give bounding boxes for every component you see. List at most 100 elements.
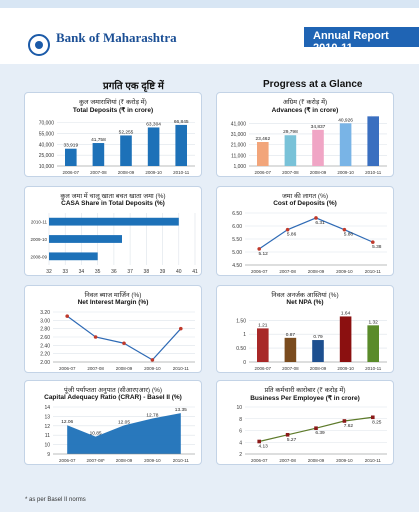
x-tick-label: 2007-08: [279, 269, 296, 274]
data-label: 41,758: [91, 137, 106, 143]
bar: [284, 337, 297, 362]
chart-advances: 1,000 11,000 21,000 31,000 41,000 2006-07 23,4…: [231, 115, 387, 175]
chart-panel-cost: जमा की लागत (%) Cost of Deposits (%) 4.5…: [216, 186, 394, 276]
x-tick-label: 2006-07: [255, 170, 272, 175]
chart-cost: 4.50 5.00 5.50 6.00 6.50 2006-07 5.12 2007-08 5.…: [232, 211, 387, 274]
data-label: 1.32: [369, 319, 379, 325]
data-label: 4.13: [259, 443, 269, 449]
y-tick-label: 5.50: [232, 237, 242, 243]
x-tick-label: 2009-10: [144, 366, 161, 371]
bar: [284, 135, 297, 166]
y-tick-label: 6.50: [232, 211, 242, 217]
data-point: [150, 358, 155, 362]
x-tick-label: 33: [62, 269, 68, 275]
x-tick-label: 2006-07: [251, 269, 268, 274]
x-tick-label: 2010-11: [365, 269, 382, 274]
y-tick-label: 2008-09: [30, 254, 47, 259]
data-label: 12.78: [146, 412, 158, 418]
data-label: 33,919: [63, 143, 78, 149]
data-point: [257, 439, 261, 444]
data-point: [314, 216, 318, 220]
x-tick-label: 2008-09: [118, 170, 135, 175]
y-tick-label: 6: [239, 429, 242, 435]
chart-crar: 9 10 11 12 13 14 2006-07 12.06 2007-08* 10.85 2008…: [44, 405, 195, 463]
data-label: 5.86: [287, 232, 297, 238]
x-tick-label: 40: [176, 269, 182, 275]
data-point: [285, 227, 290, 232]
footnote: * as per Basel II norms: [25, 497, 86, 503]
chart-title-hindi: पूंजी पर्याप्तता अनुपात (सीआरएआर) (%): [63, 387, 163, 394]
chart-panel-bpe: प्रति कर्मचारी कारोबार (₹ करोड़ में) Bus…: [216, 380, 394, 465]
x-tick-label: 2006-07: [255, 366, 272, 371]
y-tick-label: 10: [236, 405, 242, 411]
y-tick-label: 9: [47, 452, 50, 458]
x-tick-label: 2006-07: [59, 458, 76, 463]
chart-npa: 0 0.50 1 1.50 2006-07 1.21 2007-08 0.87 2008-09 0…: [236, 310, 387, 371]
x-tick-label: 2006-07: [63, 170, 80, 175]
data-point: [65, 314, 69, 318]
x-tick-label: 2009-10: [144, 458, 161, 463]
data-label: 0.87: [286, 332, 296, 338]
chart-title: Total Deposits (₹ in crore): [72, 107, 154, 114]
x-tick-label: 2010-11: [365, 170, 382, 175]
data-label: 47,487: [366, 115, 381, 116]
bank-logo-icon: [28, 34, 50, 56]
x-tick-label: 2009-10: [337, 366, 354, 371]
data-point: [122, 341, 126, 346]
x-tick-label: 2007-08: [90, 170, 107, 175]
y-tick-label: 2.60: [40, 335, 50, 341]
y-tick-label: 6.00: [232, 224, 242, 230]
bank-name: Bank of Maharashtra: [56, 30, 177, 45]
data-label: 8.25: [372, 419, 382, 425]
area-fill: [67, 413, 181, 454]
x-tick-label: 2007-08: [282, 170, 299, 175]
y-tick-label: 25,000: [39, 153, 55, 159]
bar: [339, 123, 352, 166]
chart-panel-nim: निवल ब्याज मार्जिन (%) Net Interest Marg…: [24, 285, 202, 373]
x-tick-label: 2007-08: [279, 458, 296, 463]
x-tick-label: 2008-09: [310, 170, 327, 175]
x-tick-label: 2009-10: [145, 170, 162, 175]
data-label: 0.79: [313, 334, 323, 340]
x-tick-label: 2006-07: [59, 366, 76, 371]
data-point: [93, 335, 98, 339]
y-tick-label: 0: [243, 360, 246, 366]
data-point: [257, 247, 261, 251]
data-label: 6.31: [315, 220, 325, 226]
y-tick-label: 10,000: [39, 164, 55, 170]
y-tick-label: 8: [239, 417, 242, 423]
data-label: 6.39: [315, 430, 325, 436]
x-tick-label: 2008-09: [308, 269, 325, 274]
section-title-english: Progress at a Glance: [263, 79, 363, 90]
chart-title-hindi: निवल ब्याज मार्जिन (%): [84, 292, 142, 299]
y-tick-label: 2: [239, 452, 242, 458]
x-tick-label: 2006-07: [251, 458, 268, 463]
data-label: 5.27: [287, 437, 297, 443]
x-tick-label: 2010-11: [365, 458, 382, 463]
chart-casa: 32 33 34 35 36 37 38 39 40 41 2010-11 2009-10 2008-0…: [30, 213, 198, 275]
bar: [49, 217, 179, 226]
x-tick-label: 2010-11: [365, 366, 382, 371]
x-tick-label: 35: [95, 269, 101, 275]
data-label: 29,798: [283, 129, 298, 135]
x-tick-label: 2008-09: [308, 458, 325, 463]
data-label: 1.64: [341, 310, 351, 316]
bar: [92, 143, 105, 166]
x-tick-label: 2009-10: [336, 458, 353, 463]
chart-title-hindi: जमा की लागत (%): [281, 193, 329, 200]
y-tick-label: 70,000: [39, 121, 55, 127]
x-tick-label: 41: [192, 269, 198, 275]
x-tick-label: 32: [46, 269, 52, 275]
y-tick-label: 2.80: [40, 327, 50, 333]
y-tick-label: 14: [44, 405, 50, 411]
y-tick-label: 55,000: [39, 131, 55, 137]
x-tick-label: 38: [144, 269, 150, 275]
x-tick-label: 36: [111, 269, 117, 275]
y-tick-label: 3.00: [40, 318, 50, 324]
y-tick-label: 2.20: [40, 352, 50, 358]
y-tick-label: 5.00: [232, 250, 242, 256]
x-tick-label: 2010-11: [173, 458, 190, 463]
chart-title: Capital Adequacy Ratio (CRAR) - Basel II…: [44, 394, 182, 401]
y-tick-label: 4.50: [232, 263, 242, 269]
y-tick-label: 21,000: [231, 143, 247, 149]
